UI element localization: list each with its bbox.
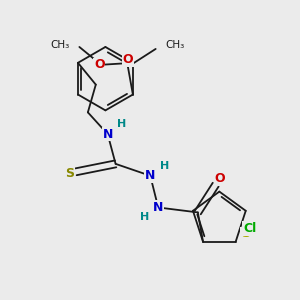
Text: S: S — [65, 167, 74, 180]
Text: CH₃: CH₃ — [166, 40, 185, 50]
Text: N: N — [145, 169, 155, 182]
Text: O: O — [123, 53, 133, 66]
Text: H: H — [117, 119, 126, 129]
Text: H: H — [140, 212, 149, 222]
Text: Cl: Cl — [243, 222, 256, 235]
Text: O: O — [214, 172, 225, 185]
Text: N: N — [153, 201, 164, 214]
Text: CH₃: CH₃ — [50, 40, 70, 50]
Text: N: N — [103, 128, 113, 141]
Text: H: H — [160, 161, 169, 171]
Text: O: O — [94, 58, 104, 71]
Text: S: S — [241, 227, 250, 240]
